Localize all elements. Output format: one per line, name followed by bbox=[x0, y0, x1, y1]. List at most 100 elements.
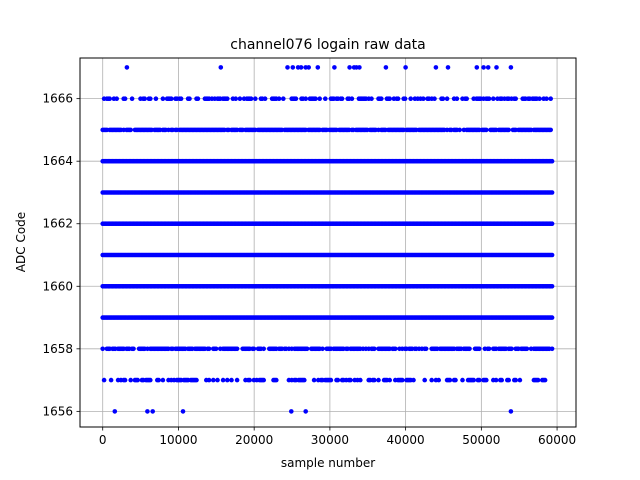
data-point bbox=[387, 377, 393, 383]
chart-title: channel076 logain raw data bbox=[230, 37, 425, 53]
data-point bbox=[180, 409, 186, 414]
data-point bbox=[194, 377, 199, 383]
y-tick-label: 1658 bbox=[42, 342, 73, 356]
data-point bbox=[486, 346, 492, 352]
data-point bbox=[454, 96, 460, 101]
data-point bbox=[315, 65, 321, 70]
data-point bbox=[484, 377, 489, 383]
data-point bbox=[303, 96, 309, 101]
data-point bbox=[444, 96, 450, 101]
x-tick-label: 40000 bbox=[387, 433, 425, 447]
x-tick-label: 20000 bbox=[235, 433, 273, 447]
data-point bbox=[357, 65, 362, 70]
data-point bbox=[436, 377, 442, 383]
data-point bbox=[471, 377, 477, 383]
level-1657-points bbox=[101, 377, 548, 383]
data-point bbox=[335, 377, 341, 383]
data-point bbox=[395, 96, 401, 101]
data-point bbox=[549, 346, 555, 352]
level-1663-points bbox=[100, 190, 555, 195]
data-point bbox=[332, 65, 337, 70]
data-point bbox=[225, 377, 230, 383]
data-point bbox=[145, 409, 150, 414]
data-point bbox=[548, 96, 553, 101]
data-point bbox=[421, 96, 426, 101]
plot-frame bbox=[79, 57, 577, 428]
data-point bbox=[114, 96, 119, 101]
data-point bbox=[548, 127, 553, 133]
data-point bbox=[237, 96, 243, 101]
data-point bbox=[349, 96, 355, 101]
data-point bbox=[101, 377, 107, 383]
data-point bbox=[544, 96, 549, 101]
data-point bbox=[474, 65, 480, 70]
data-point bbox=[218, 65, 224, 70]
data-point bbox=[493, 377, 499, 383]
data-point bbox=[376, 377, 381, 383]
x-tick-label: 30000 bbox=[311, 433, 349, 447]
data-point bbox=[108, 377, 114, 383]
data-point bbox=[372, 346, 377, 352]
data-point bbox=[467, 346, 472, 352]
data-point bbox=[178, 96, 184, 101]
data-point bbox=[234, 346, 240, 352]
level-1661-points bbox=[100, 252, 555, 258]
level-1665-points bbox=[100, 127, 553, 133]
data-point bbox=[251, 346, 257, 352]
data-point bbox=[348, 377, 353, 383]
data-point bbox=[285, 65, 290, 70]
data-point bbox=[508, 409, 514, 414]
data-point bbox=[432, 96, 437, 101]
data-point bbox=[274, 377, 279, 383]
data-point bbox=[276, 96, 282, 101]
data-point bbox=[403, 65, 408, 70]
data-point bbox=[311, 377, 317, 383]
data-point bbox=[281, 96, 286, 101]
y-tick-label: 1664 bbox=[42, 154, 73, 168]
x-axis-label: sample number bbox=[281, 456, 375, 470]
data-point bbox=[524, 346, 530, 352]
data-point bbox=[549, 158, 555, 164]
data-point bbox=[128, 377, 133, 383]
data-point bbox=[148, 96, 153, 101]
data-point bbox=[549, 315, 555, 320]
data-point bbox=[304, 346, 310, 352]
data-point bbox=[317, 96, 323, 101]
data-point bbox=[383, 65, 389, 70]
data-point bbox=[494, 65, 499, 70]
data-point bbox=[112, 409, 118, 414]
data-point bbox=[453, 377, 458, 383]
data-point bbox=[234, 377, 240, 383]
data-point bbox=[233, 96, 238, 101]
data-point bbox=[408, 96, 414, 101]
data-point bbox=[262, 96, 268, 101]
data-point bbox=[298, 65, 304, 70]
data-point bbox=[513, 96, 518, 101]
data-point bbox=[400, 377, 405, 383]
data-point bbox=[517, 377, 523, 383]
data-point bbox=[422, 377, 428, 383]
data-point bbox=[289, 409, 294, 414]
data-point bbox=[484, 127, 489, 133]
data-point bbox=[131, 346, 136, 352]
data-point bbox=[122, 377, 128, 383]
data-point bbox=[402, 96, 408, 101]
level-1660-points bbox=[100, 284, 555, 289]
data-point bbox=[379, 96, 384, 101]
data-point bbox=[211, 377, 216, 383]
data-point bbox=[460, 377, 465, 383]
data-point bbox=[477, 346, 482, 352]
data-point bbox=[206, 346, 212, 352]
data-point bbox=[320, 346, 325, 352]
data-point bbox=[156, 377, 161, 383]
data-point bbox=[358, 377, 363, 383]
data-point bbox=[220, 377, 226, 383]
data-point bbox=[506, 377, 512, 383]
data-point bbox=[509, 346, 514, 352]
data-point bbox=[293, 96, 299, 101]
data-point bbox=[129, 96, 135, 101]
y-tick-label: 1660 bbox=[42, 279, 73, 293]
data-point bbox=[229, 377, 234, 383]
data-point bbox=[302, 377, 307, 383]
